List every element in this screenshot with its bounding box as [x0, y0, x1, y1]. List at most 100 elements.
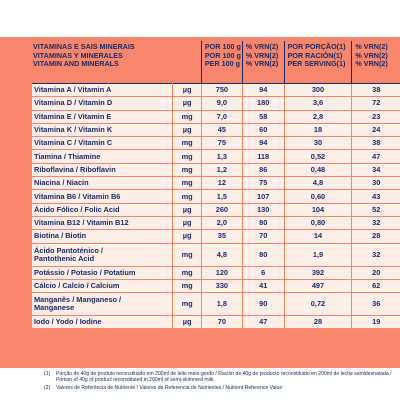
value-per-100g: 75 — [201, 136, 243, 151]
nutrient-unit: mg — [172, 136, 202, 151]
vrn-per-serving: 19 — [351, 315, 400, 330]
nutrient-name: Vitamina A / Vitamin A — [32, 83, 174, 98]
footnote-2: (2) Valores de Referência de Nutriente /… — [44, 384, 283, 391]
table-row: Vitamina B6 / Vitamin B6 mg 1,5 107 0,60 43 — [32, 189, 400, 204]
vrn-per-100g: 94 — [242, 83, 285, 98]
vrn-per-serving: 52 — [351, 203, 400, 217]
value-per-serving: 2,8 — [284, 110, 353, 124]
vrn-per-serving: 38 — [351, 83, 400, 98]
nutrient-name: Iodo / Yodo / Iodine — [32, 315, 174, 330]
vrn-per-100g: 80 — [242, 216, 285, 231]
table-row: Tiamina / Thiamine mg 1,3 118 0,52 47 — [32, 149, 400, 164]
vrn-per-100g: 180 — [242, 96, 285, 111]
value-per-100g: 330 — [201, 279, 243, 294]
table-row: Cálcio / Calcio / Calcium mg 330 41 497 62 — [32, 279, 400, 294]
nutrient-unit: µg — [172, 96, 202, 111]
nutrient-unit: µg — [172, 229, 202, 244]
value-per-serving: 104 — [284, 203, 353, 217]
table-row: Ácido Fólico / Folic Acid µg 260 130 104 52 — [32, 203, 400, 217]
vrn-per-100g: 94 — [242, 136, 285, 151]
value-per-100g: 1,3 — [201, 149, 243, 164]
header-vitamins-minerals: VITAMINAS E SAIS MINERAIS VITAMINAS Y MI… — [32, 41, 173, 84]
value-per-serving: 497 — [284, 279, 353, 294]
nutrient-name: Biotina / Biotin — [32, 229, 174, 244]
table-row: Vitamina B12 / Vitamin B12 µg 2,0 80 0,80 32 — [32, 216, 400, 231]
value-per-100g: 2,0 — [201, 216, 243, 231]
nutrient-unit: mg — [172, 110, 202, 124]
vrn-per-100g: 6 — [242, 266, 285, 280]
value-per-100g: 1,2 — [201, 163, 243, 178]
value-per-serving: 1,9 — [284, 243, 353, 267]
nutrient-unit: µg — [172, 83, 202, 98]
table-row: Ácido Pantoténico / Pantothenic Acid mg 4,8… — [32, 243, 400, 267]
nutrient-unit: µg — [172, 315, 202, 330]
value-per-100g: 4,8 — [201, 243, 243, 267]
nutrient-name: Vitamina B6 / Vitamin B6 — [32, 189, 174, 204]
nutrition-table: VITAMINAS E SAIS MINERAIS VITAMINAS Y MI… — [32, 41, 400, 330]
nutrient-unit: mg — [172, 243, 202, 267]
vrn-per-100g: 90 — [242, 292, 285, 317]
value-per-serving: 0,48 — [284, 163, 353, 178]
nutrient-name: Vitamina B12 / Vitamin B12 — [32, 216, 174, 231]
vrn-per-100g: 75 — [242, 176, 285, 191]
nutrient-unit: mg — [172, 149, 202, 164]
vrn-per-serving: 23 — [351, 110, 400, 124]
value-per-100g: 70 — [201, 315, 243, 330]
vrn-per-serving: 47 — [351, 149, 400, 164]
nutrient-name: Ácido Pantoténico / Pantothenic Acid — [32, 243, 174, 267]
value-per-100g: 750 — [201, 83, 243, 98]
vrn-per-serving: 32 — [351, 243, 400, 267]
table-header: VITAMINAS E SAIS MINERAIS VITAMINAS Y MI… — [32, 41, 400, 84]
vrn-per-100g: 41 — [242, 279, 285, 294]
table-row: Niacina / Niacin mg 12 75 4,8 30 — [32, 176, 400, 191]
value-per-serving: 0,72 — [284, 292, 353, 317]
value-per-100g: 1,8 — [201, 292, 243, 317]
value-per-serving: 0,60 — [284, 189, 353, 204]
nutrient-name: Riboflavina / Riboflavin — [32, 163, 174, 178]
value-per-100g: 35 — [201, 229, 243, 244]
nutrient-unit: mg — [172, 176, 202, 191]
nutrient-unit: mg — [172, 292, 202, 317]
nutrient-name: Potássio / Potasio / Potatium — [32, 266, 174, 280]
vrn-per-100g: 70 — [242, 229, 285, 244]
vrn-per-serving: 28 — [351, 229, 400, 244]
header-per-serving: POR PORÇÃO(1) POR RACIÓN(1) PER SERVING(… — [284, 41, 353, 84]
vrn-per-100g: 47 — [242, 315, 285, 330]
vrn-per-serving: 43 — [351, 189, 400, 204]
value-per-100g: 12 — [201, 176, 243, 191]
nutrient-name: Vitamina D / Vitamin D — [32, 96, 174, 111]
vrn-per-serving: 62 — [351, 279, 400, 294]
nutrient-unit: mg — [172, 266, 202, 280]
nutrient-unit: µg — [172, 216, 202, 231]
value-per-serving: 300 — [284, 83, 353, 98]
value-per-100g: 1,5 — [201, 189, 243, 204]
vrn-per-serving: 38 — [351, 136, 400, 151]
vrn-per-serving: 20 — [351, 266, 400, 280]
header-unit — [172, 41, 202, 84]
nutrient-unit: µg — [172, 123, 202, 138]
value-per-serving: 3,6 — [284, 96, 353, 111]
nutrient-name: Vitamina E / Vitamin E — [32, 110, 174, 124]
value-per-serving: 0,52 — [284, 149, 353, 164]
table-row: Potássio / Potasio / Potatium mg 120 6 392 20 — [32, 266, 400, 280]
table-row: Iodo / Yodo / Iodine µg 70 47 28 19 — [32, 315, 400, 330]
value-per-serving: 30 — [284, 136, 353, 151]
value-per-100g: 45 — [201, 123, 243, 138]
value-per-serving: 14 — [284, 229, 353, 244]
vrn-per-100g: 80 — [242, 243, 285, 267]
table-row: Manganês / Manganeso / Manganese mg 1,8 90 0,… — [32, 292, 400, 317]
nutrient-name: Cálcio / Calcio / Calcium — [32, 279, 174, 294]
value-per-100g: 7,0 — [201, 110, 243, 124]
vrn-per-serving: 32 — [351, 216, 400, 231]
header-per-100g: POR 100 g POR 100 g PER 100 g — [201, 41, 243, 84]
nutrient-unit: mg — [172, 189, 202, 204]
table-row: Riboflavina / Riboflavin mg 1,2 86 0,48 34 — [32, 163, 400, 178]
nutrient-name: Tiamina / Thiamine — [32, 149, 174, 164]
nutrient-name: Vitamina C / Vitamin C — [32, 136, 174, 151]
header-vrn-serving: % VRN(2) % VRN(2) % VRN(2) — [351, 41, 400, 84]
vrn-per-100g: 130 — [242, 203, 285, 217]
vrn-per-serving: 24 — [351, 123, 400, 138]
nutrient-unit: µg — [172, 203, 202, 217]
